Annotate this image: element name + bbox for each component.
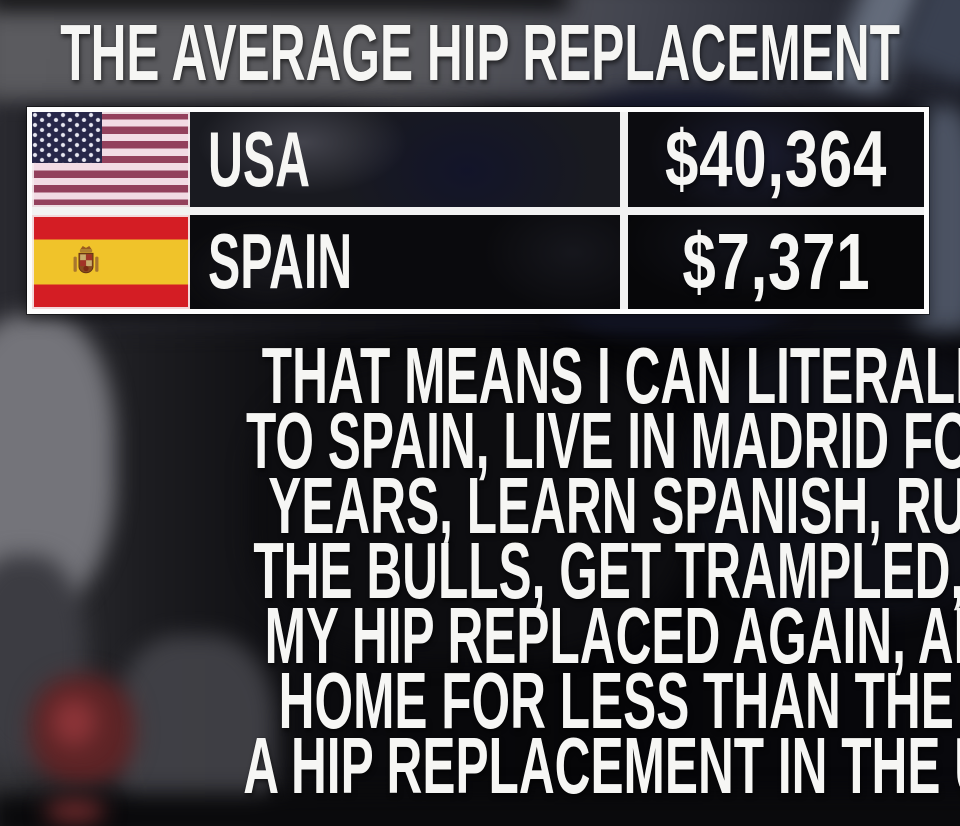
table-row-usa-country-cell: USA [32,112,620,207]
price-value-spain: $7,371 [681,216,871,306]
bg-top-dark-strip [0,0,568,10]
usa-flag-canton [32,112,102,163]
bg-bottom-strip [0,793,960,826]
country-label-usa: USA [208,114,311,203]
body-line: THAT MEANS I CAN LITERALLY FLY [261,331,960,420]
spain-coat-of-arms-icon [73,245,99,274]
body-line: TO SPAIN, LIVE IN MADRID FOR 2 [246,396,960,485]
spain-flag-icon [32,214,190,309]
table-row-usa-price-cell: $40,364 [628,112,924,207]
cost-comparison-table: USA $40,364 SPAIN [27,107,929,314]
usa-flag-icon [32,112,190,207]
bg-right-dark-blob [690,345,960,615]
table-row-spain-country-cell: SPAIN [32,214,620,309]
bg-red-blob [52,698,96,746]
meme-title: THE AVERAGE HIP REPLACEMENT [60,7,900,97]
body-line: HOME FOR LESS THAN THE COST OF [278,656,960,745]
country-label-spain: SPAIN [208,217,353,306]
bg-bottom-red-dot [45,799,105,823]
body-line: MY HIP REPLACED AGAIN, AND FLY [264,591,960,680]
body-text: THAT MEANS I CAN LITERALLY FLY TO SPAIN,… [0,331,960,810]
title-band: THE AVERAGE HIP REPLACEMENT [0,0,960,105]
body-line: YEARS, LEARN SPANISH, RUN WITH [268,461,960,550]
bg-center-dark-blob [250,350,690,660]
table-row-spain-price-cell: $7,371 [628,214,924,309]
body-line: THE BULLS, GET TRAMPLED, GET [253,526,960,615]
price-value-usa: $40,364 [664,114,888,204]
body-line: A HIP REPLACEMENT IN THE US. [243,721,960,810]
